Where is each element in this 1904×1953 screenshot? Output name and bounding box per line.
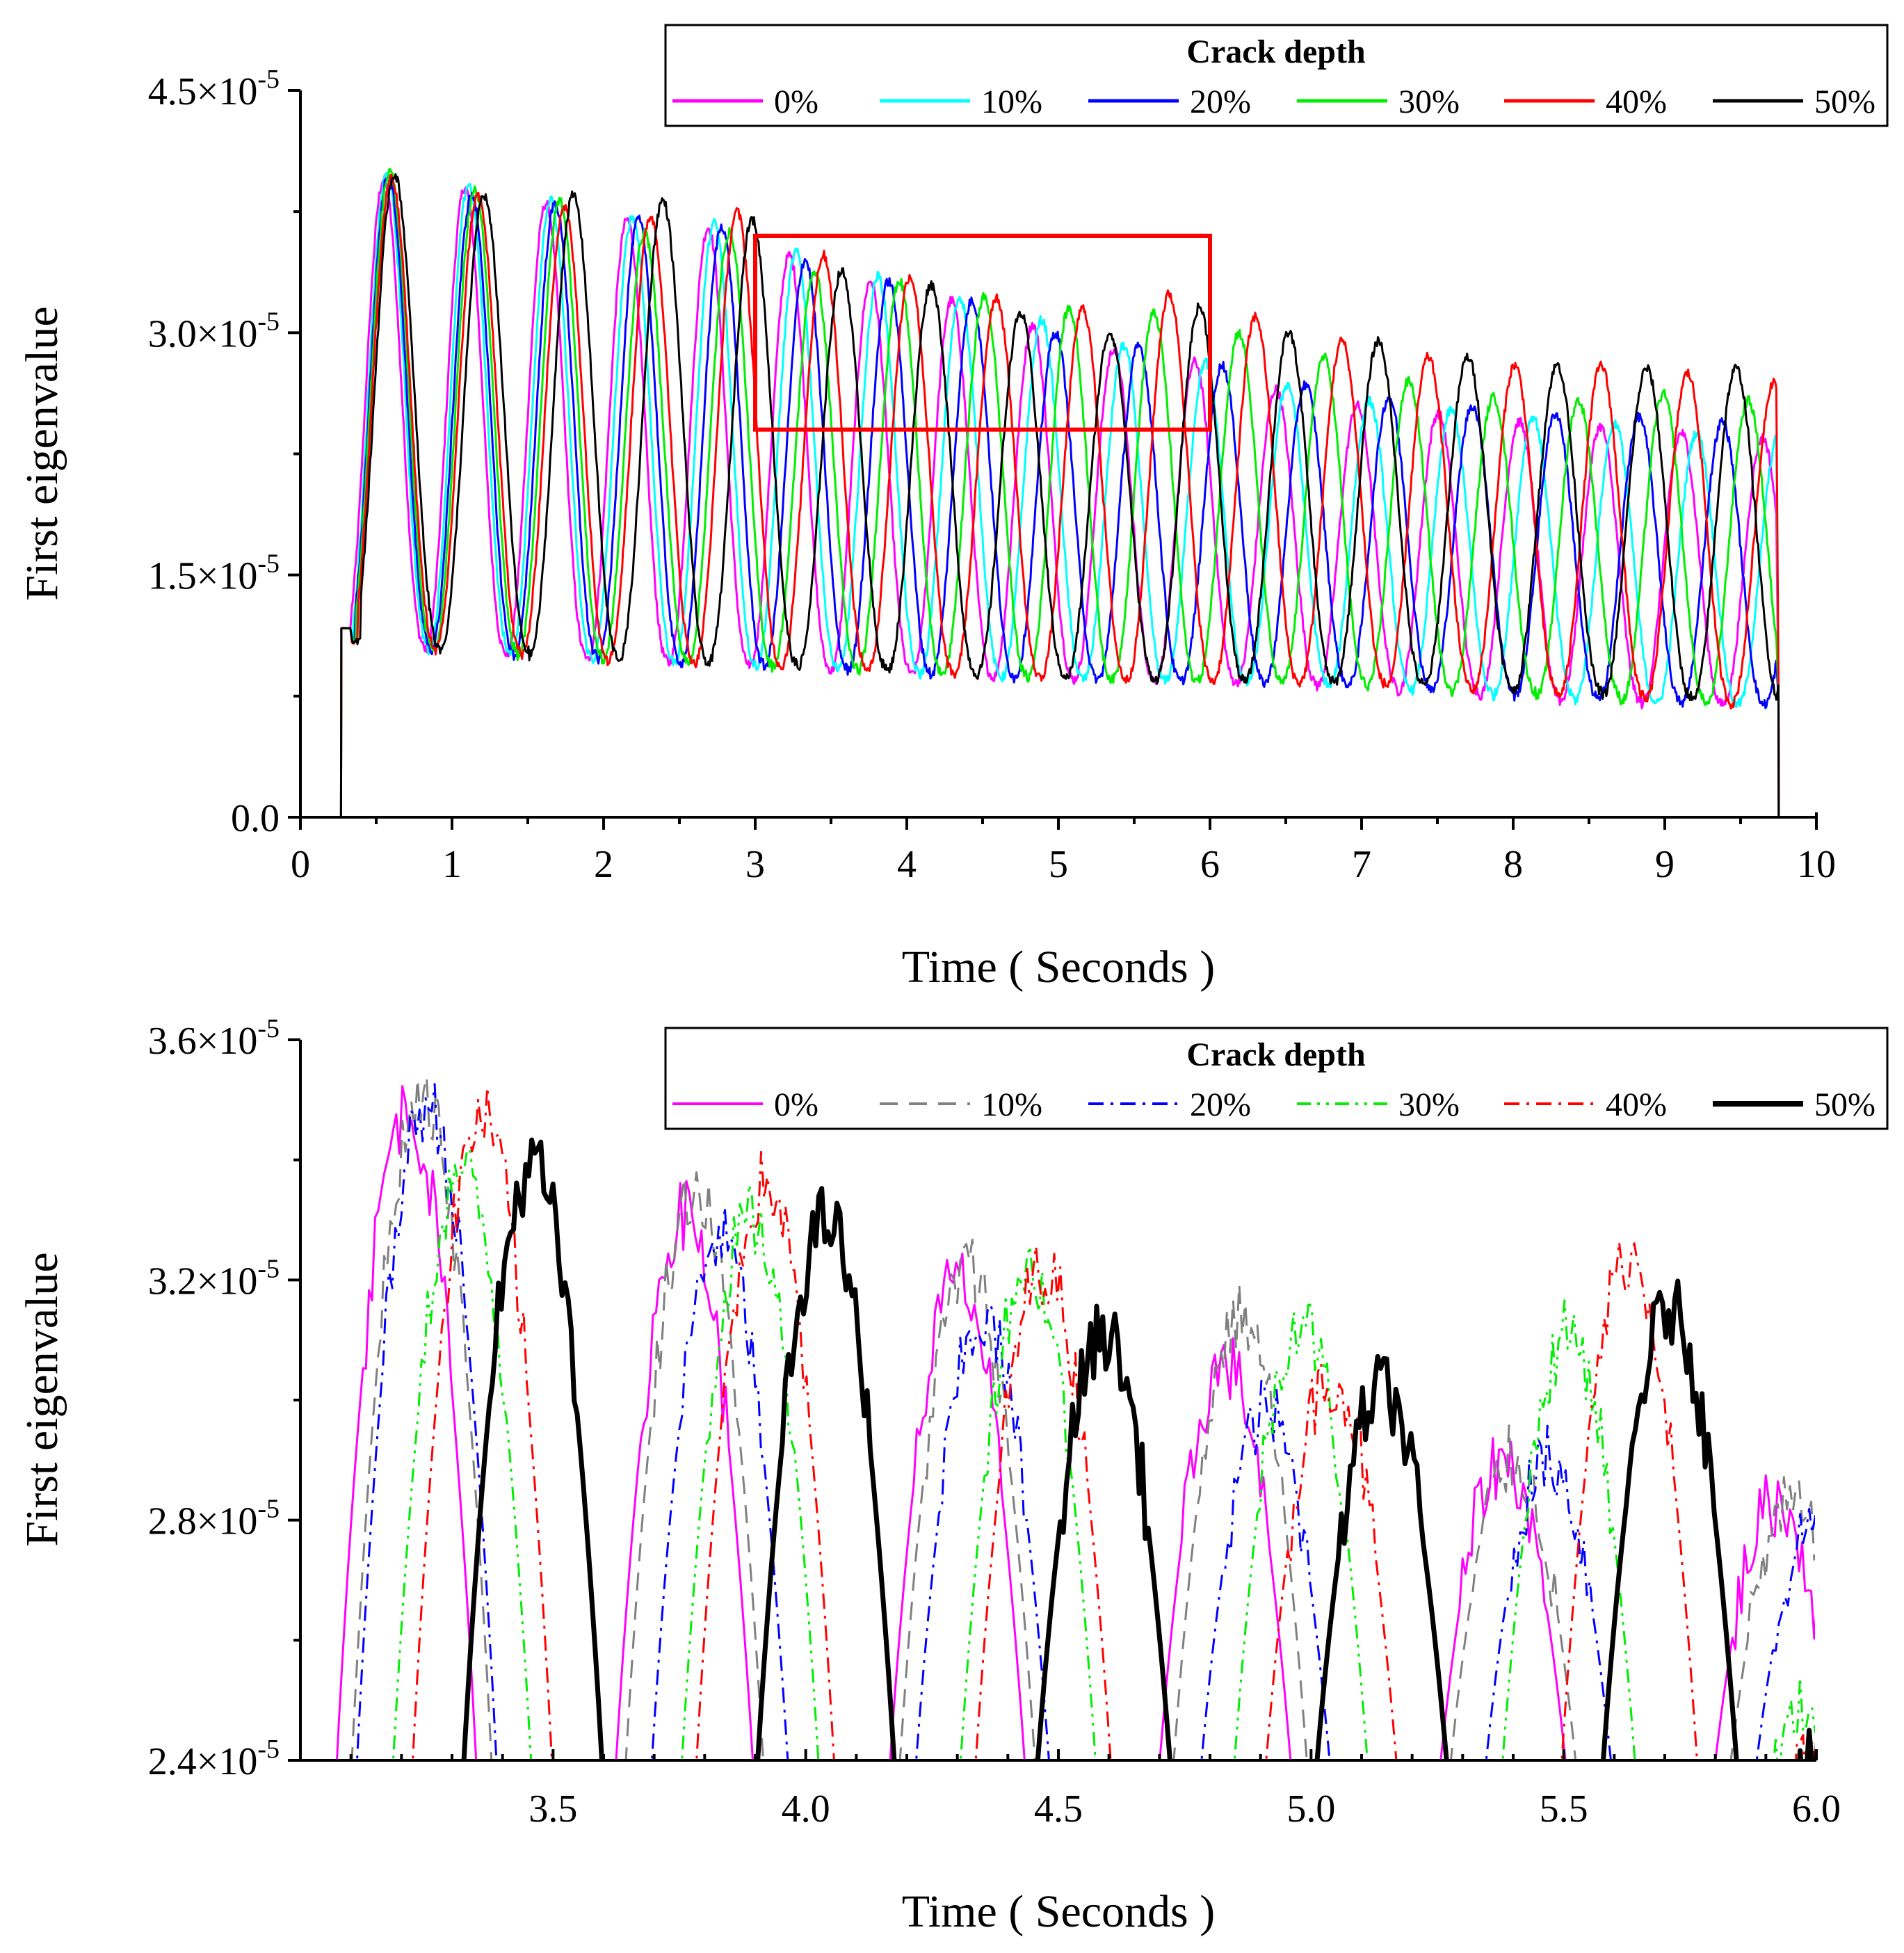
top-legend: Crack depth 0% 10% 20% 30% 40% 50% [664,24,1889,127]
bottom-legend-label-40pct: 40% [1606,1086,1667,1123]
bottom-series-40pct-peak-4 [1265,1362,1398,1760]
top-legend-label-50pct: 50% [1814,83,1875,120]
bottom-y-tick-label: 2.8×10-5 [148,1495,280,1543]
top-y-tick-label: 0.0 [231,797,280,840]
bottom-x-tick-label: 5.0 [1286,1787,1335,1831]
bottom-x-tick-label: 3.5 [529,1787,577,1831]
bottom-series-30pct-peak-1 [392,1148,533,1760]
top-x-tick-label: 3 [745,843,765,886]
bottom-series-30pct-peak-3 [959,1245,1097,1760]
bottom-series-10pct-peak-1 [350,1075,493,1760]
bottom-legend-label-30pct: 30% [1398,1086,1460,1123]
bottom-series-50pct-peak-5 [1601,1278,1739,1760]
bottom-series-0pct-peak-5 [1439,1437,1567,1760]
bottom-legend-title: Crack depth [1186,1036,1365,1073]
bottom-legend-label-0pct: 0% [774,1086,818,1123]
bottom-series-50pct-peak-4 [1314,1353,1449,1760]
top-y-axis-label: First eigenvalue [17,306,67,600]
bottom-series-20pct-peak-3 [915,1303,1050,1760]
bottom-series-0pct-peak-4 [1159,1337,1292,1760]
top-x-tick-label: 0 [291,843,310,886]
bottom-x-tick-label: 4.5 [1034,1787,1083,1831]
bottom-legend-label-50pct: 50% [1814,1086,1875,1123]
top-x-tick-label: 9 [1655,843,1675,886]
top-x-tick-label: 10 [1797,843,1836,886]
top-ticks: 0 1 2 3 4 5 6 7 8 9 10 0.0 1.5×10-5 3.0×10-5 4.5×10-5 [148,65,1836,886]
bottom-series-10pct-peak-2 [624,1171,764,1760]
top-series-line-50pct [300,173,1815,817]
top-x-tick-label: 2 [594,843,613,886]
chart-bottom: 3.5 4.0 4.5 5.0 5.5 6.0 2.4×10-5 2.8×10-5 3.2×10… [17,1014,1889,1937]
top-x-tick-label: 7 [1352,843,1371,886]
bottom-series-0pct-peak-2 [615,1180,754,1760]
bottom-series-20pct-peak-1 [356,1083,498,1760]
bottom-series-10pct-peak-6 [1729,1476,1815,1760]
bottom-series-40pct-peak-3 [974,1244,1112,1760]
bottom-series-20pct-peak-4 [1200,1379,1331,1760]
bottom-y-tick-label: 3.6×10-5 [148,1014,280,1063]
bottom-series-50pct-peak-1 [461,1137,604,1760]
bottom-x-tick-label: 4.0 [782,1787,830,1831]
bottom-legend-box [664,1027,1889,1130]
top-zoom-box [753,234,1212,432]
bottom-series-20pct-peak-5 [1485,1424,1612,1760]
top-legend-label-10pct: 10% [981,83,1042,120]
bottom-x-axis-label: Time ( Seconds ) [902,1886,1215,1937]
top-x-tick-label: 5 [1049,843,1068,886]
bottom-series-30pct-peak-5 [1501,1299,1636,1760]
bottom-series-40pct-peak-2 [695,1150,835,1760]
top-legend-label-40pct: 40% [1606,83,1667,120]
bottom-series-0pct-peak-3 [889,1252,1026,1760]
top-y-tick-label: 3.0×10-5 [148,307,280,355]
bottom-legend: Crack depth 0% 10% 20% 30% 40% 50% [664,1027,1889,1130]
bottom-series-50pct-peak-3 [1035,1303,1172,1760]
top-series-line-20pct [300,175,1815,817]
top-x-tick-label: 8 [1503,843,1523,886]
bottom-legend-label-20pct: 20% [1190,1086,1251,1123]
bottom-series-10pct-peak-4 [1172,1283,1308,1760]
top-y-tick-label: 4.5×10-5 [148,65,280,113]
bottom-ticks: 3.5 4.0 4.5 5.0 5.5 6.0 2.4×10-5 2.8×10-5 3.2×10… [148,1014,1841,1831]
bottom-series-0pct-peak-6 [1714,1474,1815,1760]
top-series-group [300,168,1815,817]
bottom-series-10pct-peak-5 [1449,1424,1577,1760]
bottom-series-group [336,1075,1815,1760]
bottom-series-40pct-peak-6 [1794,1734,1815,1760]
bottom-y-axis-label: First eigenvalue [17,1252,67,1546]
bottom-y-tick-label: 3.2×10-5 [148,1254,280,1303]
bottom-series-10pct-peak-3 [898,1238,1036,1760]
top-series-line-40pct [300,173,1815,817]
top-series-line-10pct [300,172,1815,817]
top-series-line-30pct [300,168,1815,817]
top-legend-title: Crack depth [1186,33,1365,70]
bottom-x-tick-label: 5.5 [1540,1787,1588,1831]
bottom-axes [299,1040,1816,1762]
bottom-x-tick-label: 6.0 [1792,1787,1841,1831]
chart-top: 0 1 2 3 4 5 6 7 8 9 100.01.5×10-53.0×10-54.5×10-5 … [17,24,1889,992]
top-legend-label-30pct: 30% [1398,83,1460,120]
bottom-series-50pct-peak-2 [755,1186,897,1760]
bottom-legend-label-10pct: 10% [981,1086,1042,1123]
bottom-series-0pct-peak-1 [336,1085,478,1760]
top-y-tick-label: 1.5×10-5 [148,549,280,598]
top-legend-label-0pct: 0% [774,83,818,120]
bottom-series-40pct-peak-5 [1560,1240,1698,1760]
top-legend-box [664,24,1889,127]
top-x-tick-label: 6 [1200,843,1220,886]
bottom-y-tick-label: 2.4×10-5 [148,1735,280,1783]
top-series-line-0pct [300,174,1815,817]
top-x-tick-label: 1 [442,843,462,886]
bottom-series-30pct-peak-4 [1233,1299,1369,1760]
bottom-series-20pct-peak-2 [651,1205,789,1760]
top-x-axis-label: Time ( Seconds ) [902,942,1215,992]
top-legend-label-20pct: 20% [1190,83,1251,120]
top-x-tick-label: 4 [897,843,917,886]
